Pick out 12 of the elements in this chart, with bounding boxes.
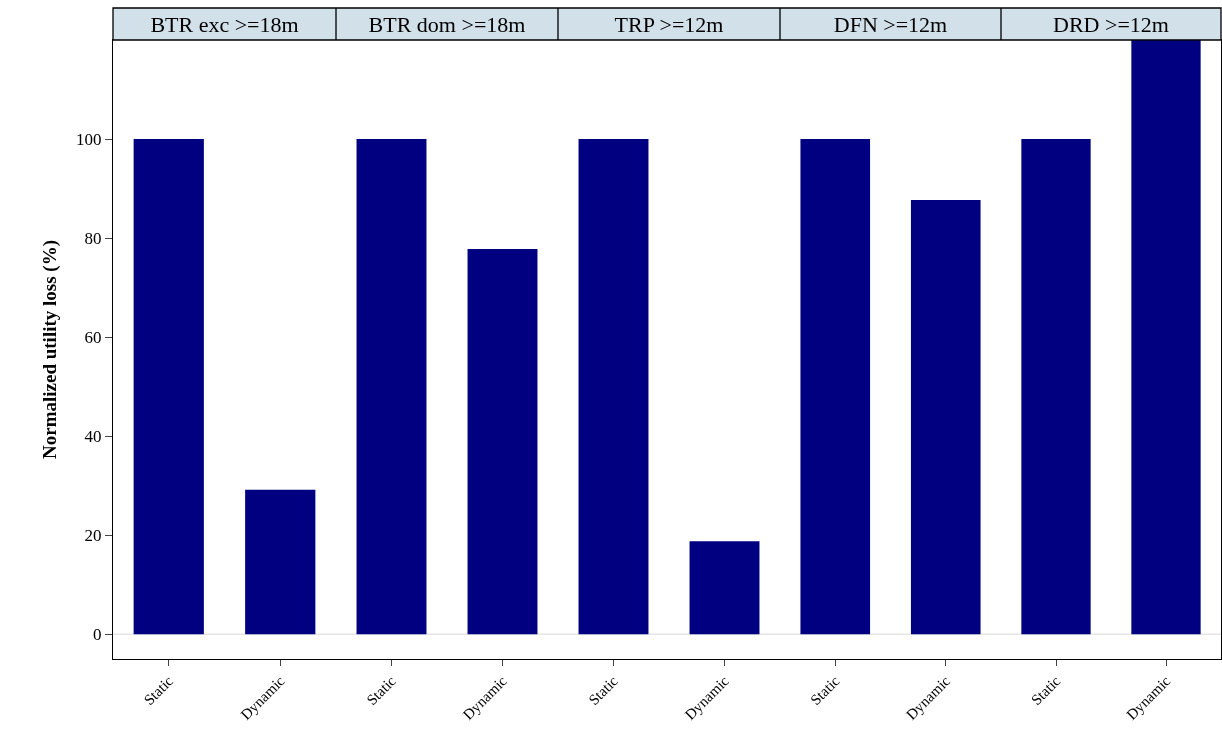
y-axis-title: Normalized utility loss (%) [38,239,61,460]
chart-title: DFN >=12m [833,11,948,37]
y-tick-label: 0 [92,625,102,645]
chart-title: DRD >=12m [1053,11,1169,37]
y-tick-label: 100 [75,129,102,149]
y-tick-label: 20 [84,526,102,546]
y-tick-label: 60 [84,328,102,348]
y-tick-label: 40 [84,427,102,447]
chart-title: BTR dom >=18m [368,11,526,37]
chart-title: BTR exc >=18m [150,11,299,37]
y-tick-label: 80 [84,229,102,249]
chart-title: TRP >=12m [614,11,724,37]
